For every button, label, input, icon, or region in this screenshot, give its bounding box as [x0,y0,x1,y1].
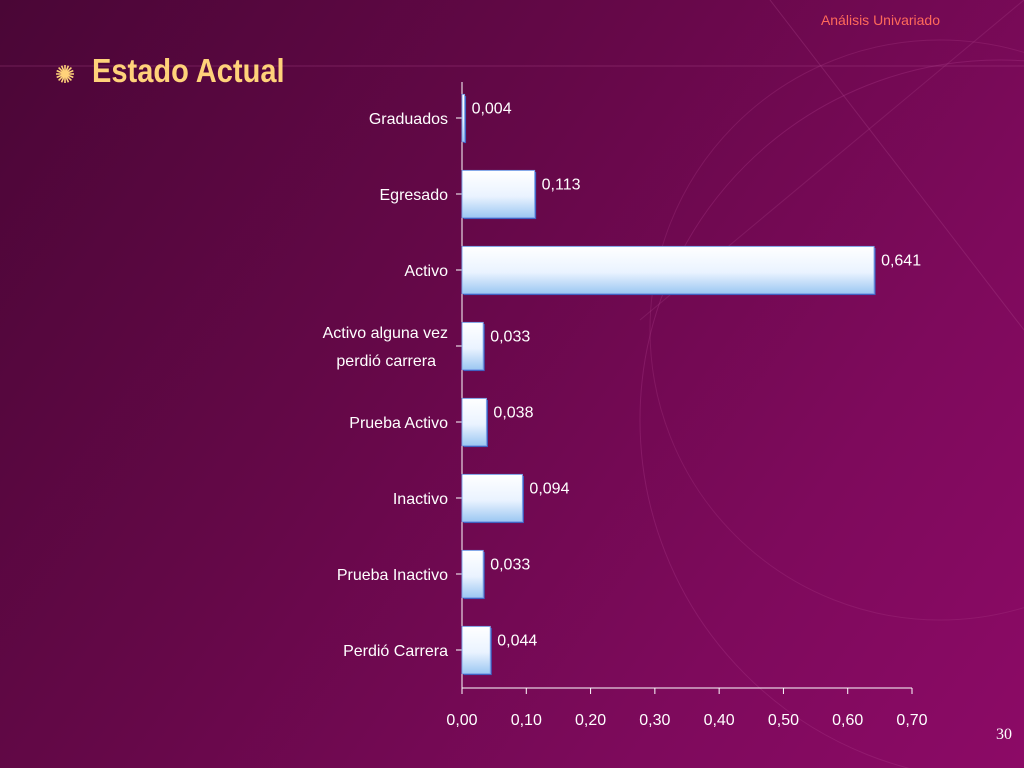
sunburst-bullet-icon [56,65,74,83]
section-header: Análisis Univariado [820,12,940,28]
bar [461,625,491,675]
x-tick-label: 0,30 [639,712,670,729]
category-label: Inactivo [393,491,448,508]
bar [461,321,484,371]
x-tick-label: 0,10 [511,712,542,729]
x-tick-label: 0,00 [446,712,477,729]
x-tick-label: 0,70 [896,712,927,729]
bar [461,169,536,219]
data-label: 0,641 [881,252,921,269]
x-tick-label: 0,60 [832,712,863,729]
data-label: 0,033 [490,328,530,345]
slide-title: Estado Actual [92,52,285,89]
category-label: Prueba Activo [349,415,448,432]
bar [461,473,523,523]
x-tick-label: 0,50 [768,712,799,729]
data-label: 0,113 [542,176,581,193]
category-label: Egresado [380,187,449,204]
category-label: Graduados [369,111,448,128]
category-label: Activo alguna vez perdió carrera [323,325,448,370]
slide-title-row: Estado Actual [54,52,311,90]
bar [461,397,487,447]
bar [461,549,484,599]
category-label: Activo [404,263,448,280]
category-label: Prueba Inactivo [337,567,448,584]
x-tick-label: 0,20 [575,712,606,729]
bar [461,245,875,295]
page-number: 30 [996,726,1012,743]
data-label: 0,004 [472,100,512,117]
data-label: 0,033 [490,556,530,573]
x-tick-label: 0,40 [704,712,735,729]
data-label: 0,038 [493,404,533,421]
data-label: 0,044 [497,632,537,649]
category-label: Perdió Carrera [343,643,448,660]
bar [461,93,466,143]
data-label: 0,094 [529,480,569,497]
